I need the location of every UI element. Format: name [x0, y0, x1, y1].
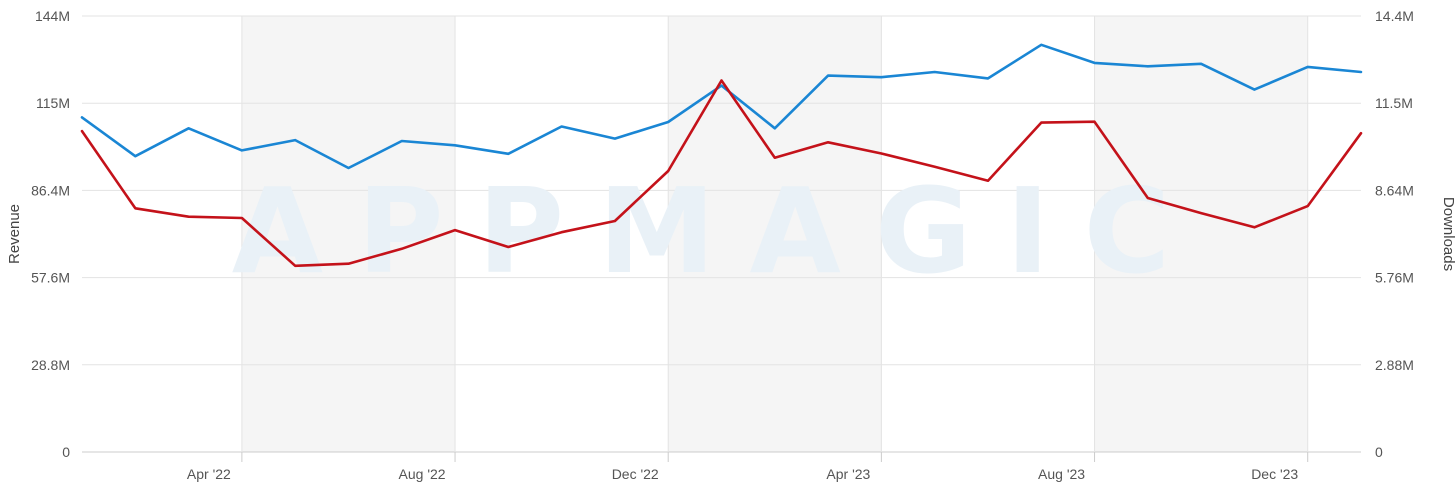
x-tick-label: Aug '23 [1038, 466, 1085, 482]
left-axis-title: Revenue [6, 204, 23, 264]
x-axis: Apr '22 Aug '22 Dec '22 Apr '23 Aug '23 Dec '… [187, 452, 1309, 482]
left-tick-label: 144M [35, 8, 70, 24]
left-axis-ticks: 0 28.8M 57.6M 86.4M 115M 144M [31, 8, 70, 460]
x-tick-label: Apr '22 [187, 466, 231, 482]
right-tick-label: 11.5M [1375, 95, 1413, 111]
right-tick-label: 2.88M [1375, 357, 1414, 373]
series-line-1 [80, 79, 1363, 268]
left-tick-label: 86.4M [31, 182, 70, 198]
shaded-band-1 [668, 16, 882, 452]
grid-lines [82, 15, 1361, 453]
x-tick-label: Apr '23 [826, 466, 870, 482]
shaded-band-2 [1094, 16, 1308, 452]
right-axis-ticks: 0 2.88M 5.76M 8.64M 11.5M 14.4M [1375, 8, 1414, 460]
x-tick-label: Dec '23 [1251, 466, 1298, 482]
shaded-bands [241, 16, 1308, 452]
right-tick-label: 14.4M [1375, 8, 1414, 24]
left-tick-label: 115M [36, 95, 70, 111]
right-tick-label: 8.64M [1375, 182, 1414, 198]
series-line-0 [80, 43, 1363, 170]
left-tick-label: 0 [62, 444, 70, 460]
x-tick-label: Aug '22 [399, 466, 446, 482]
x-tick-label: Dec '22 [612, 466, 659, 482]
left-tick-label: 57.6M [31, 270, 70, 286]
right-axis-title: Downloads [1440, 197, 1456, 271]
right-tick-label: 5.76M [1375, 270, 1414, 286]
watermark: APPMAGIC [232, 162, 1204, 300]
series-lines [80, 43, 1363, 268]
right-tick-label: 0 [1375, 444, 1383, 460]
shaded-band-0 [241, 16, 456, 452]
left-tick-label: 28.8M [31, 357, 70, 373]
